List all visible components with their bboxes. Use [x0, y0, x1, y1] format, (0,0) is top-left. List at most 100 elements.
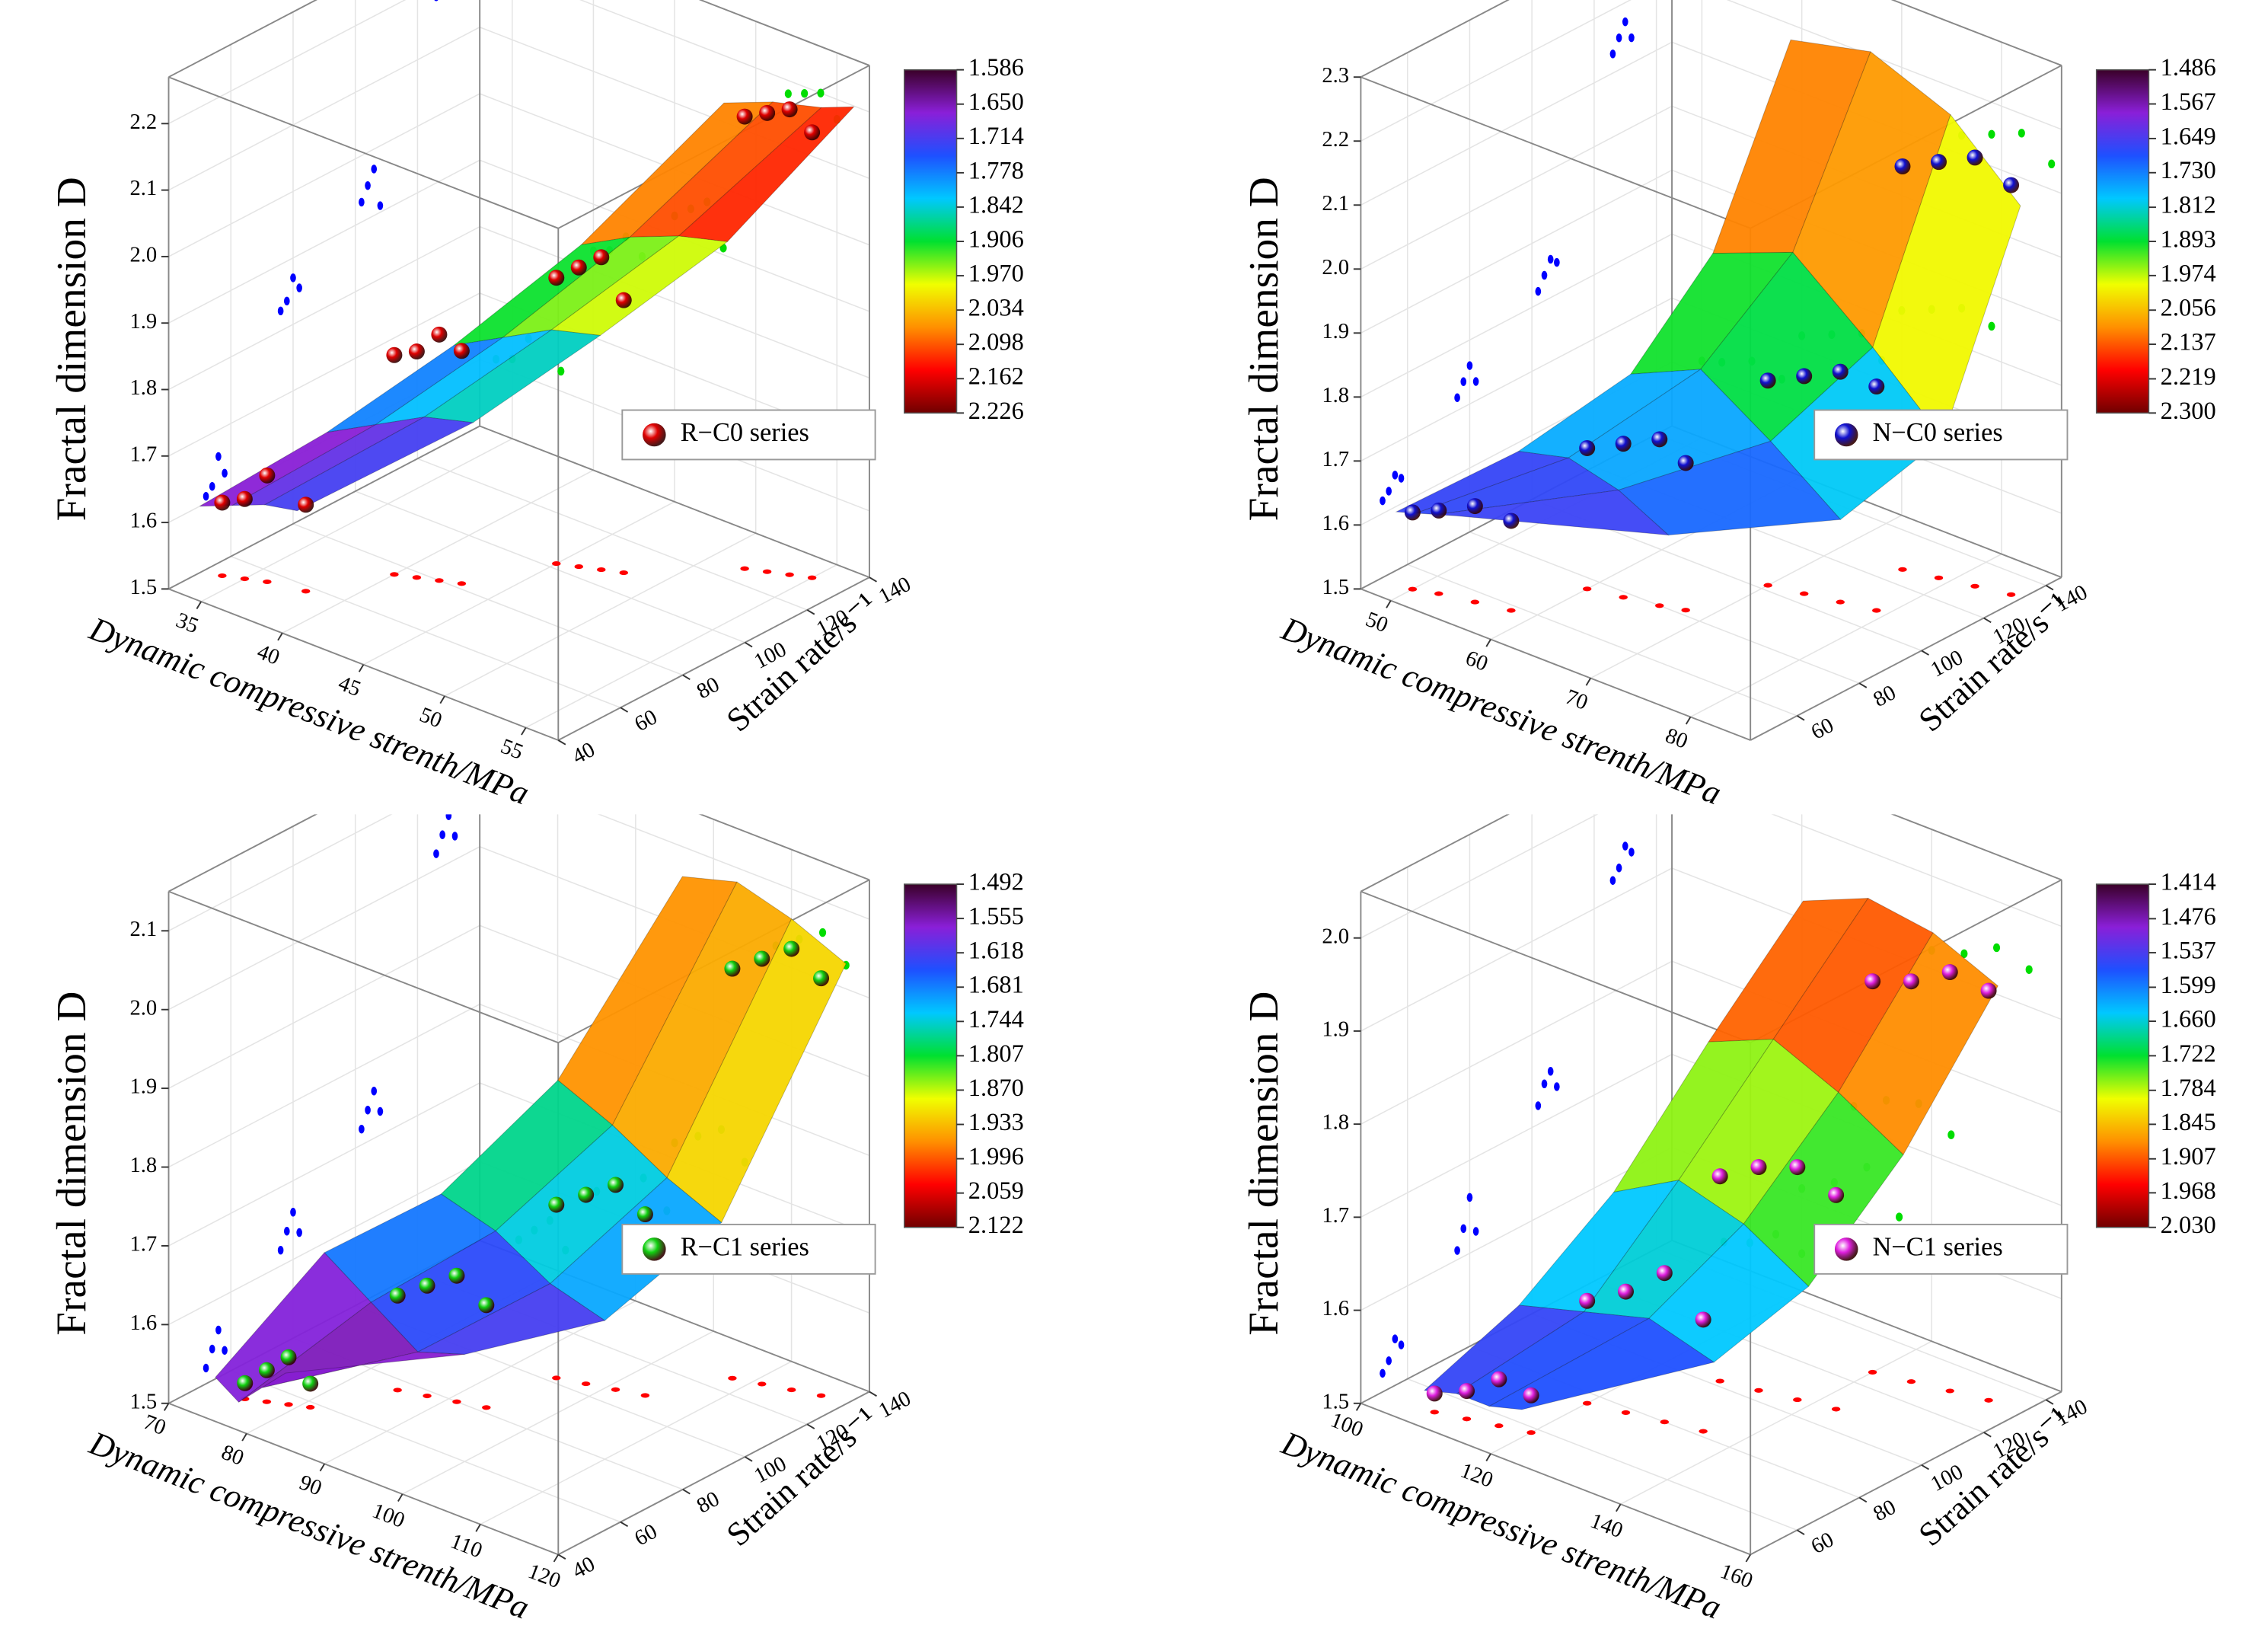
grid-line — [168, 93, 480, 257]
floor-projection — [1970, 583, 1979, 589]
x-axis-title: Dynamic compressive strenth/MPa — [84, 1424, 534, 1627]
right-wall-projection — [784, 89, 792, 98]
legend: R−C1 series — [621, 1223, 876, 1275]
left-wall-projection — [1466, 1193, 1473, 1202]
colorbar-tick-label: 1.722 — [2161, 1040, 2216, 1068]
left-wall-projection — [439, 830, 445, 839]
colorbar-tick-label: 1.714 — [968, 123, 1024, 150]
left-wall-projection — [222, 468, 228, 478]
grid-line — [168, 0, 407, 124]
floor-projection — [1660, 1419, 1670, 1425]
left-wall-projection — [209, 1344, 215, 1354]
z-tick-label: 2.0 — [1322, 924, 1349, 948]
data-point — [804, 124, 821, 141]
grid-line — [1407, 1378, 1797, 1531]
floor-projection — [284, 1402, 293, 1407]
grid-line — [1360, 41, 1673, 206]
legend-marker — [1834, 1237, 1858, 1261]
grid-line — [292, 523, 684, 676]
data-point — [1967, 149, 1983, 166]
x-tick — [1745, 1554, 1751, 1563]
floor-projection — [1872, 608, 1881, 613]
x-tick — [1485, 639, 1491, 647]
grid-line — [1360, 1053, 1673, 1218]
data-point — [1759, 372, 1776, 389]
data-point — [1789, 1159, 1806, 1176]
box-edge — [1360, 588, 1751, 741]
box-edge — [1890, 0, 2062, 66]
x-tick-label: 40 — [254, 640, 282, 670]
x-tick — [397, 1493, 404, 1502]
box-edge — [1360, 814, 1510, 893]
chart-panel: 1.5 1.6 1.7 1.8 1.9 2.0 2.1 2.2 35 40 45 50 55 40 60 80… — [48, 0, 1024, 812]
grid-line — [1590, 514, 1903, 679]
z-tick-label: 1.5 — [1322, 1389, 1349, 1413]
grid-line — [1360, 233, 1673, 398]
box-edge — [698, 814, 870, 881]
y-tick-label: 40 — [568, 737, 598, 769]
grid-line — [168, 1003, 480, 1168]
data-point — [1651, 431, 1668, 448]
z-tick-label: 1.8 — [129, 375, 157, 400]
x-tick-label: 35 — [173, 608, 202, 638]
colorbar-tick-label: 1.744 — [968, 1006, 1024, 1033]
grid-line — [168, 814, 393, 931]
floor-projection — [574, 564, 583, 570]
left-wall-projection — [365, 1105, 371, 1115]
y-tick — [806, 1423, 815, 1429]
data-point — [636, 1206, 653, 1223]
floor-projection — [807, 575, 817, 580]
y-tick — [1921, 650, 1929, 656]
left-wall-projection — [296, 1228, 302, 1237]
y-tick — [869, 576, 877, 583]
colorbar-tick-label: 2.030 — [2161, 1212, 2216, 1239]
colorbar-tick-label: 2.059 — [968, 1177, 1024, 1205]
grid-line — [417, 458, 808, 611]
floor-projection — [1945, 1388, 1954, 1394]
y-tick — [1921, 1464, 1929, 1471]
left-wall-projection — [1386, 487, 1392, 496]
grid-line — [168, 292, 480, 457]
data-point — [478, 1297, 495, 1314]
y-tick — [744, 1456, 753, 1462]
legend: N−C1 series — [1813, 1223, 2069, 1275]
grid-line — [355, 490, 745, 643]
z-tick-label: 1.9 — [129, 309, 157, 334]
floor-projection — [1408, 586, 1418, 592]
data-point — [236, 490, 253, 507]
surface-patch — [1488, 1317, 1715, 1410]
data-point — [389, 1287, 406, 1304]
grid-line — [1360, 105, 1673, 270]
data-point — [1503, 513, 1520, 529]
grid-line — [168, 1082, 480, 1247]
data-point — [615, 292, 632, 308]
left-wall-projection — [290, 273, 296, 283]
colorbar-tick-label: 1.537 — [2161, 937, 2216, 964]
y-tick-label: 60 — [1807, 1527, 1838, 1559]
y-tick-label: 60 — [630, 704, 661, 736]
colorbar-tick-label: 1.681 — [968, 972, 1024, 999]
floor-projection — [1655, 603, 1664, 608]
data-point — [1832, 363, 1849, 380]
y-tick-label: 80 — [693, 1487, 723, 1518]
data-point — [258, 1362, 275, 1378]
floor-projection — [1621, 1410, 1631, 1416]
y-tick — [557, 1554, 566, 1560]
left-wall-projection — [377, 201, 384, 210]
grid-line — [444, 532, 757, 697]
z-tick-label: 1.7 — [129, 442, 157, 466]
grid-line — [1360, 0, 1632, 142]
left-wall-projection — [1398, 1340, 1405, 1349]
left-wall-projection — [1380, 1368, 1386, 1378]
x-tick — [1616, 1503, 1622, 1512]
data-point — [781, 101, 798, 118]
box-edge — [1360, 76, 1751, 229]
right-wall-projection — [2025, 965, 2033, 974]
colorbar-tick-label: 2.056 — [2161, 295, 2216, 322]
colorbar — [2095, 69, 2150, 414]
z-tick-label: 1.7 — [129, 1232, 157, 1257]
box-edge — [1890, 814, 2062, 881]
x-tick-label: 70 — [1562, 685, 1591, 715]
floor-projection — [1799, 591, 1809, 596]
left-wall-projection — [371, 164, 378, 174]
